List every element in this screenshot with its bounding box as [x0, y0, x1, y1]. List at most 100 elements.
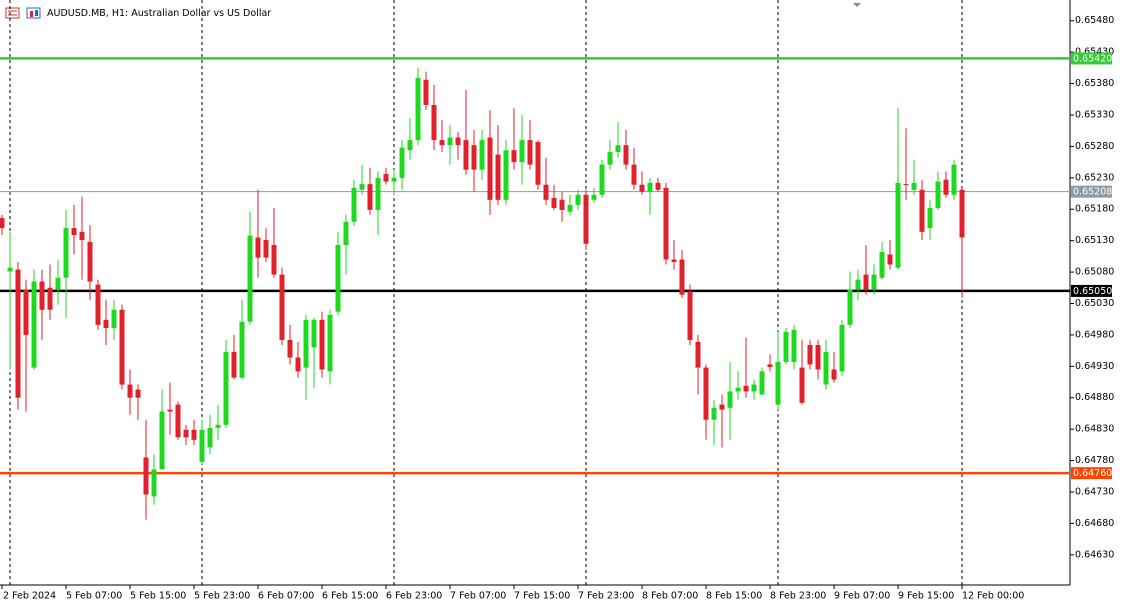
candle-body [359, 184, 365, 190]
candle-body [519, 140, 525, 163]
y-tick-label: 0.65180 [1075, 204, 1114, 215]
candle-body [599, 164, 605, 195]
candle-body [487, 137, 493, 200]
candle-body [303, 319, 309, 368]
candle-body [351, 187, 357, 222]
candle-body [639, 184, 645, 192]
candle-body [751, 384, 757, 392]
candle-body [855, 279, 861, 290]
candle-body [87, 241, 93, 282]
x-tick-label: 12 Feb 00:00 [962, 591, 1024, 602]
candle-body [271, 245, 277, 275]
candle-body [255, 237, 261, 258]
icon-bar [30, 11, 33, 17]
candle-body [335, 245, 341, 312]
x-tick-label: 6 Feb 15:00 [322, 591, 378, 602]
candle-body [839, 324, 845, 372]
candle-body [735, 387, 741, 392]
icon-chart[interactable] [26, 7, 41, 19]
candle-body [527, 140, 533, 165]
candle-body [503, 150, 509, 200]
candle-body [127, 384, 133, 398]
candle-body [671, 259, 677, 263]
candle-body [655, 182, 661, 190]
x-tick-label: 9 Feb 07:00 [834, 591, 890, 602]
candle-body [959, 189, 965, 238]
candle-body [247, 235, 253, 322]
candle-body [775, 361, 781, 405]
toolbar-icons [5, 7, 41, 19]
candle-body [727, 391, 733, 408]
candle-body [615, 145, 621, 153]
y-tick-label: 0.65380 [1075, 78, 1114, 89]
candle-body [231, 351, 237, 378]
price-level-box [1071, 52, 1112, 65]
y-tick-label: 0.65280 [1075, 141, 1114, 152]
x-tick-label: 7 Feb 07:00 [450, 591, 506, 602]
candle-body [687, 291, 693, 340]
x-tick-label: 8 Feb 15:00 [706, 591, 762, 602]
candle-body [319, 319, 325, 370]
candle-body [543, 184, 549, 200]
chart-title: AUDUSD.MB, H1: Australian Dollar vs US D… [47, 8, 271, 19]
candle-body [111, 309, 117, 329]
candle-body [511, 150, 517, 163]
price-level-box [1071, 284, 1112, 297]
candle-body [439, 140, 445, 146]
candle-body [239, 321, 245, 378]
candle-body [719, 404, 725, 410]
candle-body [783, 331, 789, 362]
candle-body [263, 240, 269, 258]
candle-body [919, 189, 925, 232]
y-tick-label: 0.64730 [1075, 487, 1114, 498]
candle-body [367, 184, 373, 210]
candle-body [703, 367, 709, 420]
price-level-label: 0.64760 [1073, 468, 1112, 479]
candle-body [559, 199, 565, 210]
candle-body [695, 341, 701, 368]
candle-body [583, 194, 589, 244]
candle-body [63, 228, 69, 278]
candle-body [311, 319, 317, 348]
candle-body [223, 351, 229, 425]
y-tick-label: 0.64630 [1075, 549, 1114, 560]
candle-body [95, 284, 101, 325]
x-tick-label: 7 Feb 23:00 [578, 591, 634, 602]
candle-body [711, 407, 717, 420]
candle-body [847, 289, 853, 325]
candle-body [895, 182, 901, 268]
candle-body [7, 267, 13, 272]
candle-body [15, 269, 21, 398]
candle-body [31, 281, 37, 368]
candle-body [935, 181, 941, 208]
candle-body [575, 194, 581, 205]
candle-body [911, 182, 917, 190]
candle-body [55, 277, 61, 290]
candle-body [175, 404, 181, 438]
candle-body [831, 369, 837, 380]
y-tick-label: 0.65430 [1075, 47, 1114, 58]
price-level-label: 0.65420 [1073, 53, 1112, 64]
y-tick-label: 0.64880 [1075, 392, 1114, 403]
candle-body [375, 177, 381, 210]
candle-body [479, 140, 485, 170]
candle-body [623, 145, 629, 165]
icon-menu[interactable] [5, 7, 20, 19]
x-tick-label: 5 Feb 15:00 [130, 591, 186, 602]
price-level-label: 0.65208 [1073, 187, 1112, 198]
y-tick-label: 0.64680 [1075, 518, 1114, 529]
candle-body [295, 357, 301, 372]
y-tick-label: 0.64830 [1075, 424, 1114, 435]
candle-body [399, 147, 405, 178]
x-tick-label: 8 Feb 23:00 [770, 591, 826, 602]
candle-body [943, 179, 949, 195]
candle-body [199, 429, 205, 462]
x-tick-label: 5 Feb 07:00 [66, 591, 122, 602]
candle-body [0, 218, 5, 229]
candle-body [495, 154, 501, 200]
x-tick-label: 2 Feb 2024 [3, 591, 56, 602]
candle-body [631, 164, 637, 185]
candle-body [47, 287, 53, 310]
x-tick-label: 5 Feb 23:00 [194, 591, 250, 602]
